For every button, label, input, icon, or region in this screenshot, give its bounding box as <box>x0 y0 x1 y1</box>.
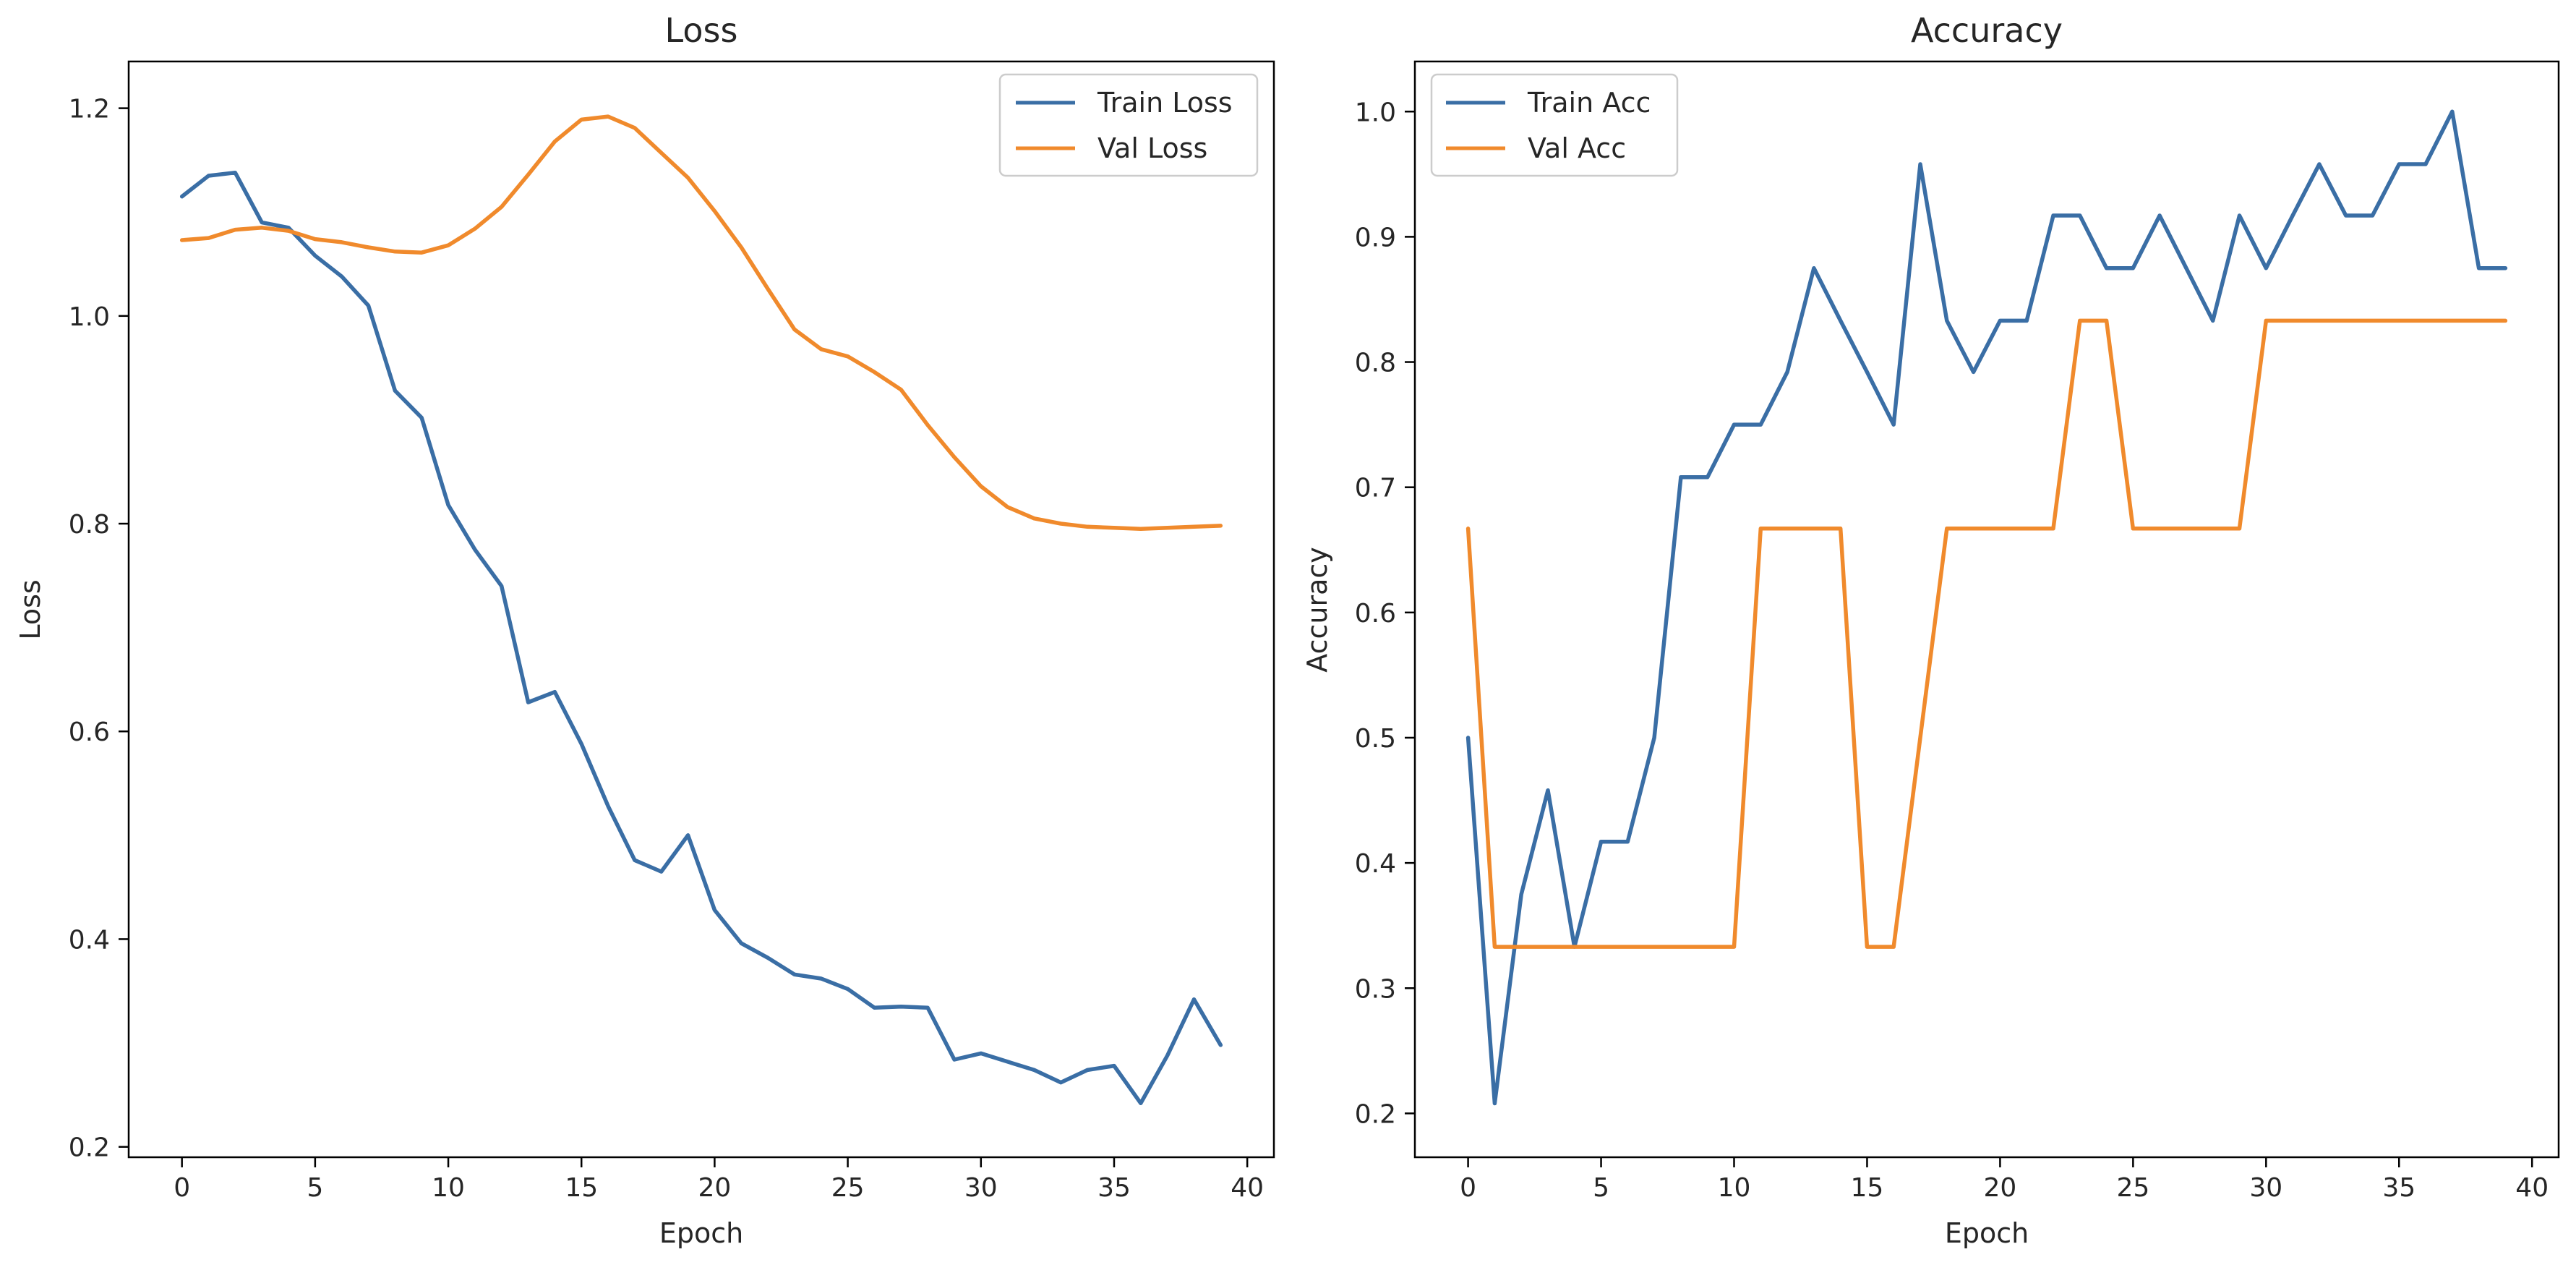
loss-chart: Loss 0 5 10 15 20 25 30 35 400.20.40.60.81.01.2 … <box>14 11 1275 1249</box>
loss-y-tick-label: 0.2 <box>69 1133 110 1163</box>
loss-y-tick-label: 0.6 <box>69 717 110 747</box>
accuracy-series-val-acc <box>1465 318 2508 949</box>
accuracy-series-layer <box>1465 109 2508 1106</box>
loss-series-train-loss <box>179 170 1223 1106</box>
accuracy-plot-frame <box>1413 60 2560 1159</box>
accuracy-x-tick-label: 20 <box>1983 1173 2016 1203</box>
accuracy-x-tick-label: 25 <box>2116 1173 2149 1203</box>
accuracy-y-tick-label: 0.7 <box>1355 474 1396 503</box>
loss-x-tick-label: 30 <box>964 1173 998 1203</box>
accuracy-x-tick-label: 10 <box>1718 1173 1751 1203</box>
accuracy-chart-title: Accuracy <box>1911 11 2063 50</box>
loss-x-tick-label: 10 <box>432 1173 465 1203</box>
loss-legend-label-val: Val Loss <box>1097 132 1207 164</box>
accuracy-y-tick-label: 0.2 <box>1355 1099 1396 1129</box>
accuracy-x-tick-label: 35 <box>2382 1173 2415 1203</box>
loss-legend-box <box>998 73 1259 177</box>
accuracy-x-tick-label: 15 <box>1851 1173 1884 1203</box>
loss-x-tick-label: 25 <box>831 1173 865 1203</box>
loss-y-axis-label: Loss <box>14 579 46 639</box>
accuracy-y-tick-label: 0.9 <box>1355 223 1396 252</box>
loss-series-val-loss <box>179 114 1223 531</box>
accuracy-y-tick-label: 0.4 <box>1355 849 1396 879</box>
loss-x-tick-label: 15 <box>565 1173 598 1203</box>
accuracy-legend-label-train: Train Acc <box>1527 87 1651 119</box>
accuracy-y-tick-label: 0.5 <box>1355 724 1396 754</box>
loss-y-tick-label: 0.4 <box>69 925 110 955</box>
loss-y-tick-label: 0.8 <box>69 510 110 540</box>
loss-series-layer <box>179 114 1223 1106</box>
accuracy-y-axis-label: Accuracy <box>1301 547 1333 673</box>
accuracy-x-tick-label: 40 <box>2515 1173 2549 1203</box>
accuracy-x-tick-label: 0 <box>1460 1173 1476 1203</box>
loss-y-tick-label: 1.0 <box>69 302 110 332</box>
accuracy-y-tick-label: 0.8 <box>1355 349 1396 378</box>
loss-chart-title: Loss <box>665 11 738 50</box>
loss-y-tick-label: 1.2 <box>69 95 110 124</box>
accuracy-x-tick-label: 30 <box>2249 1173 2282 1203</box>
accuracy-y-tick-label: 0.6 <box>1355 599 1396 629</box>
accuracy-y-tick-label: 1.0 <box>1355 98 1396 127</box>
loss-x-tick-label: 20 <box>698 1173 732 1203</box>
loss-x-axis-label: Epoch <box>659 1217 743 1249</box>
accuracy-legend-label-val: Val Acc <box>1528 132 1626 164</box>
accuracy-x-tick-label: 5 <box>1593 1173 1609 1203</box>
loss-legend-label-train: Train Loss <box>1097 87 1233 119</box>
accuracy-chart: Accuracy 0 5 10 15 20 25 30 35 40 0.2 0.3 0.4 0.5 0.6… <box>1301 11 2560 1249</box>
loss-x-tick-label: 35 <box>1097 1173 1131 1203</box>
loss-ticks-layer: 0 5 10 15 20 25 30 35 40 0.2 0.4 0.6 0.8 1.0 1.2 <box>69 95 1264 1203</box>
accuracy-series-train-acc <box>1465 109 2508 1106</box>
accuracy-y-tick-label: 0.3 <box>1355 974 1396 1004</box>
loss-x-tick-label: 5 <box>307 1173 323 1203</box>
loss-x-tick-label: 40 <box>1231 1173 1264 1203</box>
accuracy-legend-box <box>1430 73 1679 177</box>
accuracy-ticks-layer: 0 5 10 15 20 25 30 35 40 0.2 0.3 0.4 0.5 0.6 0.7 0.8 0.9… <box>1355 98 2549 1203</box>
loss-plot-frame <box>127 60 1275 1159</box>
accuracy-legend: Train Acc Val Acc <box>1430 73 1679 177</box>
accuracy-x-axis-label: Epoch <box>1945 1217 2029 1249</box>
loss-x-tick-label: 0 <box>174 1173 190 1203</box>
loss-legend: Train Loss Val Loss <box>998 73 1259 177</box>
